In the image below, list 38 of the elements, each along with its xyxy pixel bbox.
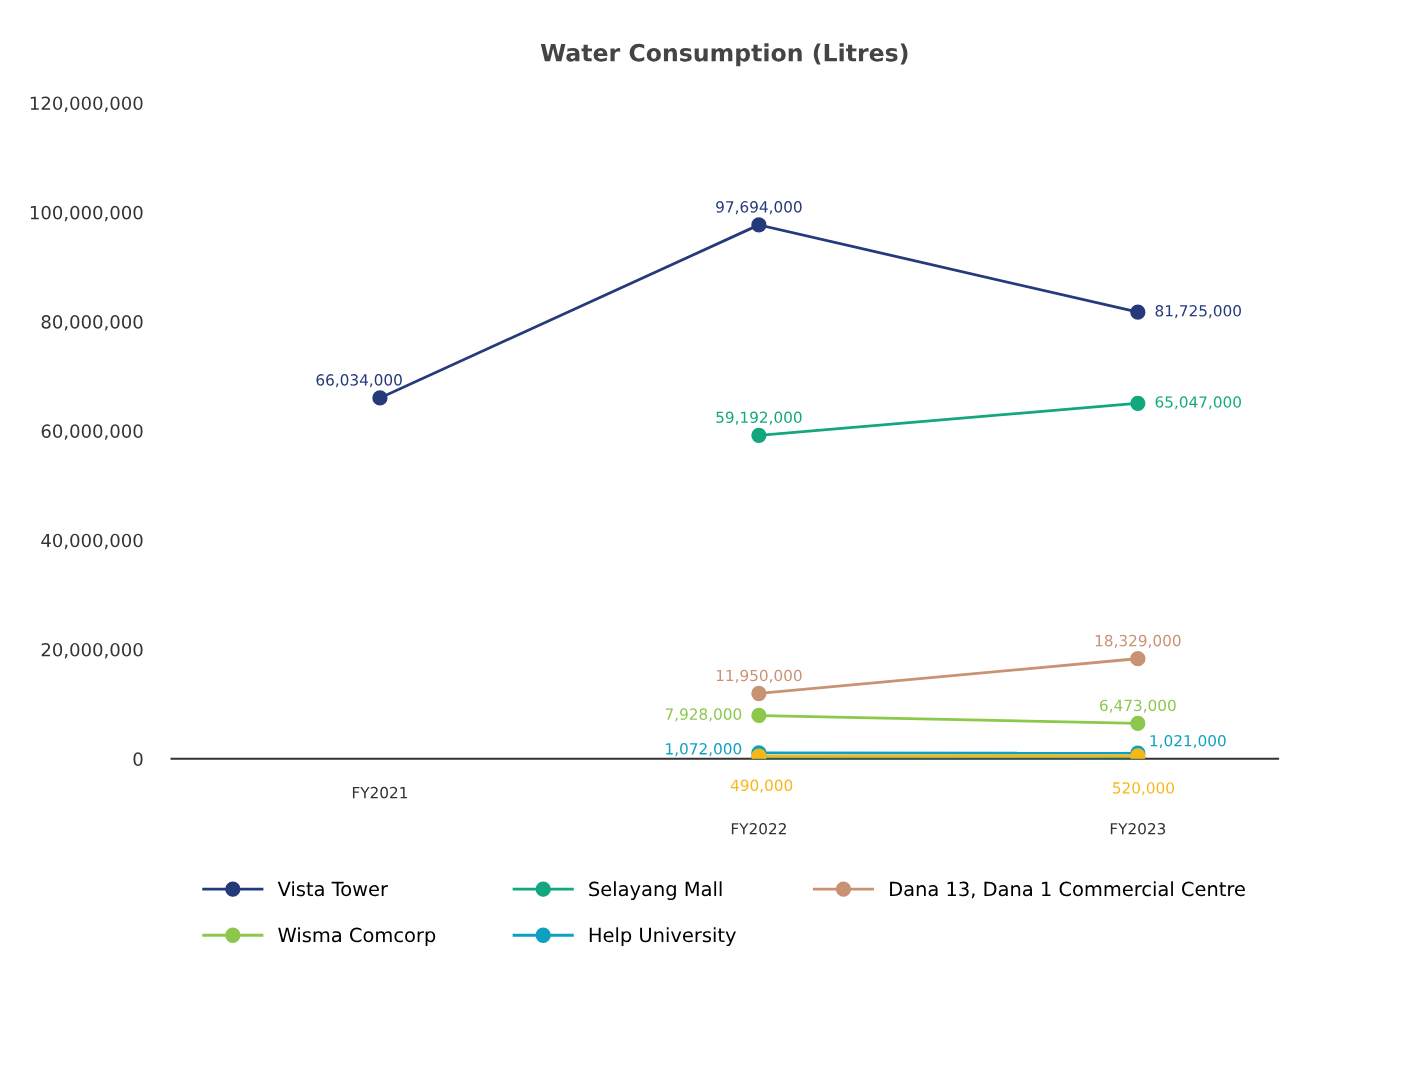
data-label: 490,000 [730,779,793,793]
data-label: 59,192,000 [716,411,802,425]
y-tick-label: 40,000,000 [41,533,143,550]
legend-label: Selayang Mall [589,881,722,901]
point [1130,715,1146,732]
data-label: 11,950,000 [716,669,802,683]
x-tick-label: FY2022 [731,822,786,835]
point [751,685,767,702]
x-tick-label: FY2023 [1110,822,1166,835]
y-tick-label: 100,000,000 [30,205,143,222]
legend-label: Help University [589,927,736,947]
y-tick-label: 20,000,000 [41,642,143,659]
point [1130,304,1146,320]
legend-label: Dana 13, Dana 1 Commercial Centre [890,881,1245,899]
y-tick-label: 60,000,000 [41,424,143,440]
point [751,707,767,724]
data-label: 65,047,000 [1155,396,1241,410]
data-label: 520,000 [1112,782,1174,796]
data-label: 66,034,000 [316,374,402,388]
point [751,217,767,233]
y-tick-label: 0 [133,752,143,766]
x-tick-label: FY2021 [352,786,408,799]
data-label: 18,329,000 [1095,634,1181,648]
y-tick-label: 80,000,000 [41,315,143,331]
data-label: 6,473,000 [1100,699,1176,713]
y-tick-label: 120,000,000 [30,96,143,112]
data-label: 7,928,000 [665,708,742,722]
legend-label: Vista Tower [277,881,388,897]
data-label: 1,072,000 [666,743,742,757]
point [1130,395,1146,411]
legend-label: Wisma Comcorp [278,927,436,947]
data-label: 1,021,000 [1150,734,1226,749]
data-label: 81,725,000 [1155,305,1241,319]
data-label: 97,694,000 [716,201,802,215]
point [1130,650,1146,667]
chart-title: Water Consumption (Litres) [540,43,908,67]
point [372,390,388,406]
point [751,427,767,443]
